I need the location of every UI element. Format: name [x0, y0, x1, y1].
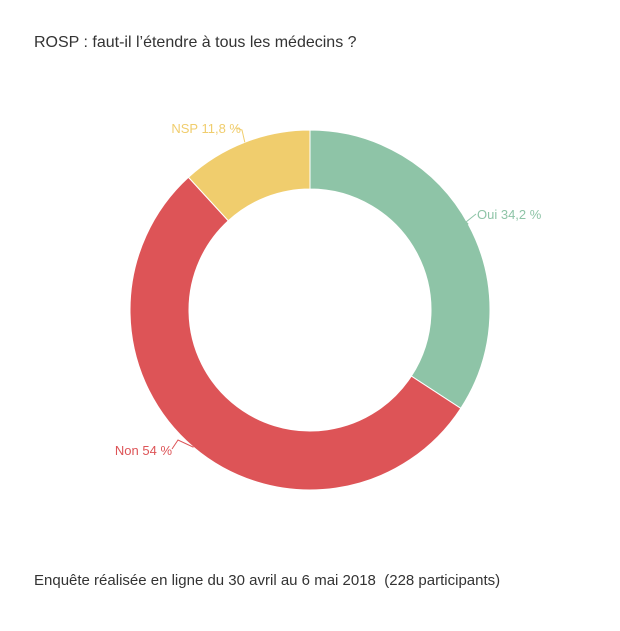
label-oui: Oui 34,2 %	[477, 207, 542, 222]
slice-non[interactable]	[129, 176, 462, 491]
connector-nsp	[235, 127, 246, 143]
connector-non	[171, 439, 194, 450]
slice-nsp[interactable]	[187, 129, 311, 222]
slice-oui[interactable]	[309, 129, 491, 410]
label-non: Non 54 %	[115, 443, 173, 458]
donut-slices	[129, 129, 491, 491]
connector-oui	[465, 213, 477, 225]
chart-title: ROSP : faut-il l’étendre à tous les méde…	[34, 34, 357, 51]
slice-labels: Oui 34,2 % Non 54 % NSP 11,8 %	[115, 121, 542, 458]
label-nsp: NSP 11,8 %	[171, 121, 241, 136]
chart-footer-note: Enquête réalisée en ligne du 30 avril au…	[34, 572, 501, 589]
